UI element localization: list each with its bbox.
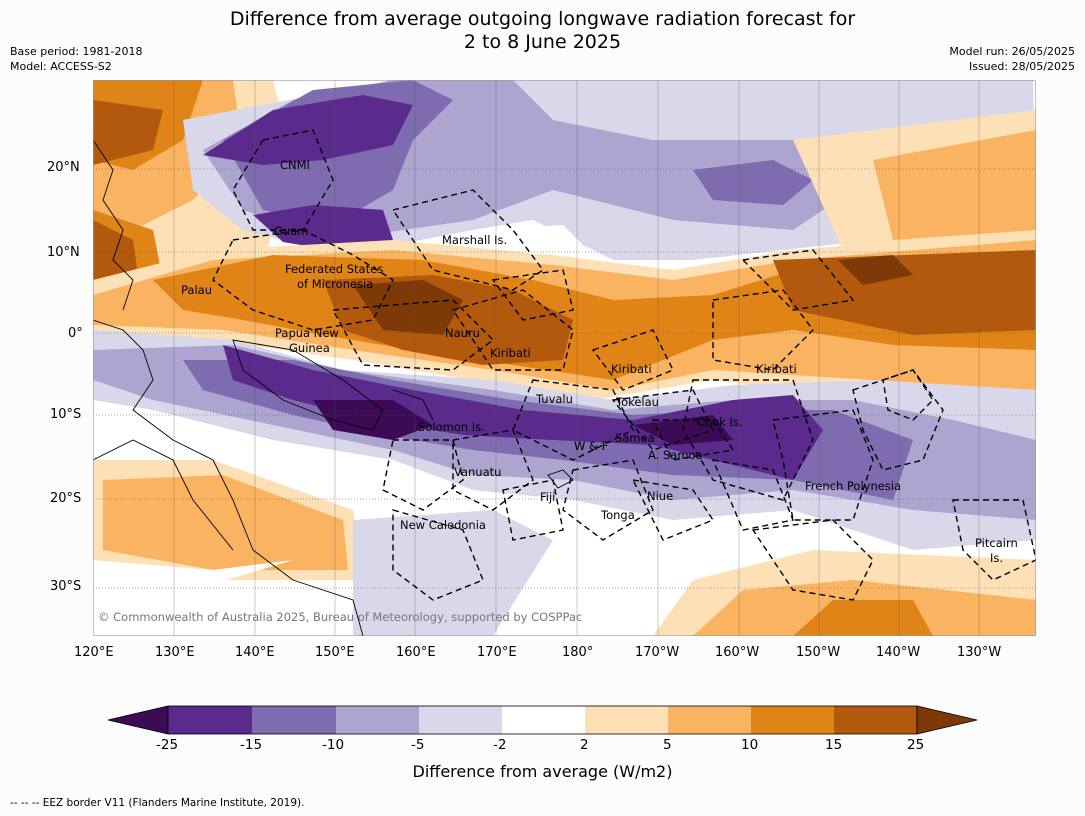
place-label: Guam [274,224,309,238]
field-north-purple [203,95,413,165]
eez-footnote: -- -- -- EEZ border V11 (Flanders Marine… [10,797,305,809]
lon-tick-170w: 170°W [635,645,680,660]
copyright-notice: © Commonwealth of Australia 2025, Bureau… [98,610,583,624]
colorbar-swatch-2 [252,706,336,734]
eez-borders [212,129,1036,601]
colorbar-label-15: 15 [825,737,843,753]
place-label: CNMI [280,158,310,172]
field-se-dark-orange [793,600,933,636]
place-label: Niue [647,489,674,503]
place-label: Palau [181,283,212,297]
place-label: A. Samoa [648,448,703,462]
place-label: Vanuatu [454,465,502,479]
place-label: Cook Is. [697,415,743,429]
place-label: Kiribati [611,362,652,376]
lon-tick-130w: 130°W [957,645,1002,660]
colorbar-swatch-9 [834,706,917,734]
field-spcz-purple [223,345,823,480]
lon-tick-140e: 140°E [235,645,275,660]
field-sw-orange [103,475,348,570]
field-eq-darkest-east [838,255,913,285]
colorbar-label-5: 5 [663,737,672,753]
lon-tick-160w: 160°W [715,645,760,660]
place-label: Kiribati [490,346,531,360]
lon-tick-150e: 150°E [315,645,355,660]
model-run: Model run: 26/05/2025 [949,45,1075,58]
lat-tick-10n: 10°N [47,245,80,260]
place-label: Tuvalu [536,392,573,406]
lat-tick-30s: 30°S [50,579,82,594]
lon-tick-150w: 150°W [796,645,841,660]
lat-tick-20n: 20°N [47,160,80,175]
lat-tick-20s: 20°S [50,491,82,506]
colorbar-label-25: 25 [907,737,925,753]
colorbar [107,705,978,735]
place-label: New Caledonia [400,518,486,532]
colorbar-label-m2: -2 [493,737,507,753]
place-label: Pitcairn [975,536,1018,550]
place-label: Tonga [601,508,635,522]
place-label: French Polynesia [805,479,902,493]
base-period: Base period: 1981-2018 [10,45,143,58]
colorbar-swatch-3 [336,706,419,734]
colorbar-extend-low [107,705,169,735]
place-label: Is. [990,551,1004,565]
place-label: Samoa [615,431,655,445]
lon-tick-160e: 160°E [396,645,436,660]
colorbar-swatch-6 [585,706,668,734]
place-label: Federated States [285,262,384,276]
colorbar-label-2: 2 [580,737,589,753]
title-line-1: Difference from average outgoing longwav… [229,8,856,30]
field-eq-darkest [353,280,463,335]
field-hawaii-purple [693,160,813,205]
colorbar-swatch-1 [168,706,252,734]
place-label: Tokelau [616,395,659,409]
coastlines [93,139,574,636]
colorbar-label-m15: -15 [240,737,263,753]
meridians [173,80,980,636]
field-eq-brown-east [773,250,1036,335]
lat-tick-0: 0° [68,326,83,341]
place-label: Kiribati [756,362,797,376]
place-label: Solomon Is. [418,420,485,434]
lon-tick-140w: 140°W [876,645,921,660]
colorbar-swatch-5 [502,706,585,734]
place-label: Nauru [445,326,480,340]
field-guam-purple [253,205,393,252]
field-sw-lavender [353,510,553,636]
field-sw-white [93,560,293,620]
lon-tick-170e: 170°E [477,645,517,660]
lon-tick-120e: 120°E [74,645,114,660]
field-spcz-darkest [313,400,433,440]
field-ne-orange [873,130,1036,240]
colorbar-swatch-4 [419,706,502,734]
place-label: Papua New [275,326,339,340]
place-label: Guinea [289,341,330,355]
place-label: Marshall Is. [442,233,508,247]
colorbar-label-m10: -10 [322,737,345,753]
lon-tick-130e: 130°E [155,645,195,660]
issued-date: Issued: 28/05/2025 [968,60,1075,73]
colorbar-extend-high [916,705,978,735]
colorbar-swatch-7 [668,706,751,734]
lon-tick-180: 180° [562,645,594,660]
title-line-2: 2 to 8 June 2025 [463,31,622,53]
field-nw-brown [93,100,163,165]
place-label: of Micronesia [297,277,374,291]
colorbar-swatch-8 [751,706,834,734]
colorbar-label-m5: -5 [411,737,425,753]
colorbar-label-10: 10 [741,737,759,753]
gridlines [93,168,1036,589]
lat-tick-10s: 10°S [50,407,82,422]
model-name: Model: ACCESS-S2 [10,60,112,73]
olr-anomaly-map [93,80,1036,636]
place-label: Fiji [540,490,556,504]
colorbar-title: Difference from average (W/m2) [412,762,673,781]
place-label: W & F [574,439,609,453]
colorbar-label-m25: -25 [156,737,179,753]
